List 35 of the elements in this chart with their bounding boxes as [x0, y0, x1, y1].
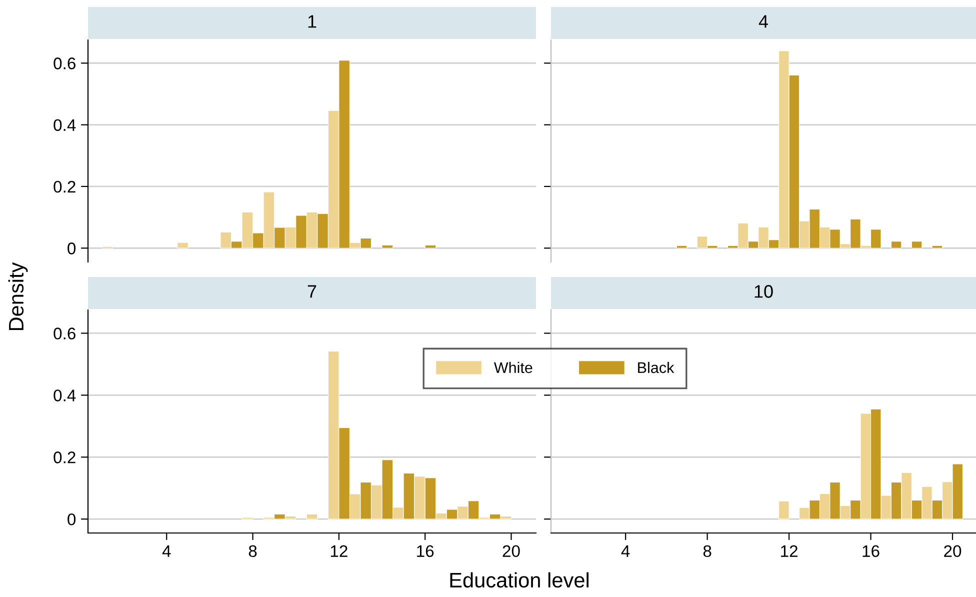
bar [382, 244, 394, 248]
bar [177, 242, 188, 248]
y-tick-label: 0.6 [54, 328, 76, 340]
bar [932, 245, 943, 248]
x-tick-label: 16 [862, 545, 880, 558]
y-tick-label: 0.2 [54, 180, 76, 193]
y-tick-label: 0.4 [54, 119, 76, 131]
y-tick-label: 0.6 [54, 58, 76, 70]
legend-label: Black [638, 362, 674, 374]
y-tick-label: 0 [68, 513, 76, 526]
x-tick-label: 8 [248, 545, 257, 558]
chart-title: 4 [758, 15, 768, 28]
y-axis-title: Density [8, 262, 28, 330]
legend-label: White [494, 362, 532, 374]
chart-title: 1 [308, 15, 316, 28]
x-tick-label: 4 [621, 545, 630, 557]
x-tick-label: 20 [944, 545, 962, 558]
bar [306, 514, 318, 520]
chart-title: 10 [754, 285, 773, 298]
bar [676, 245, 688, 248]
x-tick-label: 8 [703, 545, 712, 558]
x-tick-label: 16 [417, 545, 434, 558]
y-tick-label: 0 [68, 242, 76, 254]
y-tick-label: 0.2 [54, 452, 76, 464]
x-tick-label: 20 [502, 545, 520, 558]
x-tick-label: 4 [162, 545, 171, 557]
chart-title: 7 [308, 285, 316, 298]
bar [890, 241, 902, 248]
x-tick-label: 12 [781, 545, 798, 557]
bar [424, 244, 436, 248]
x-axis-title: Education level [450, 572, 588, 588]
x-tick-label: 12 [330, 545, 348, 557]
bar [778, 500, 790, 520]
bar [911, 241, 922, 248]
y-tick-label: 0.4 [54, 390, 76, 402]
